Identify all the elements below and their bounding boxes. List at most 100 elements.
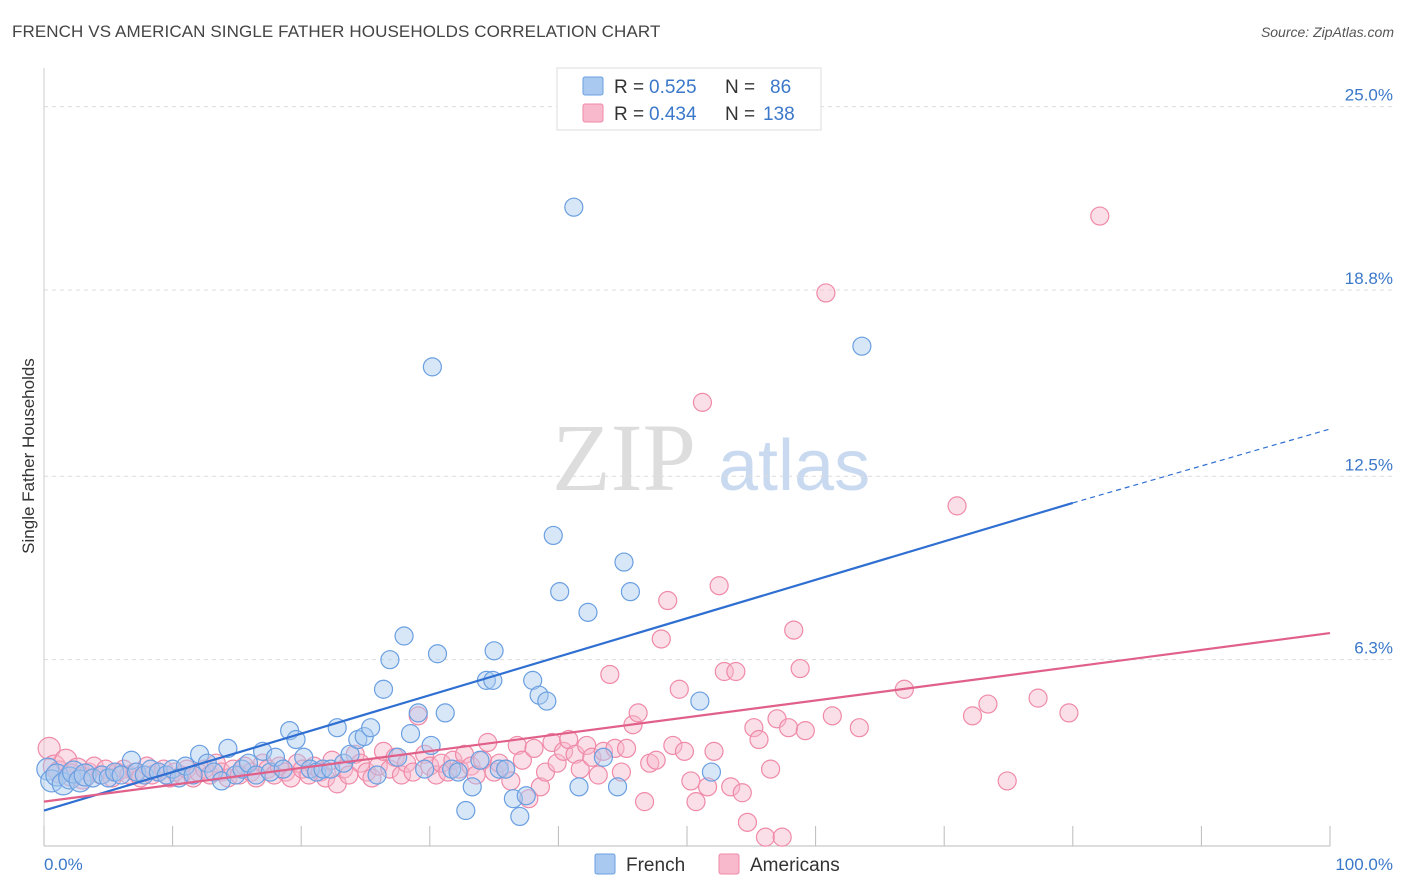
data-point-americans	[530, 777, 550, 797]
data-point-americans	[714, 661, 734, 682]
y-tick-label: 12.5%	[1345, 455, 1393, 474]
data-point-americans	[816, 283, 836, 303]
data-point-americans	[651, 629, 671, 649]
data-point-americans	[755, 827, 776, 847]
data-point-french	[126, 762, 147, 782]
data-point-americans	[37, 736, 61, 761]
data-point-french	[690, 691, 710, 711]
legend-swatch-americans	[718, 853, 740, 875]
legend-label-americans: Americans	[750, 855, 840, 876]
data-point-french	[516, 786, 536, 806]
data-point-americans	[582, 747, 602, 767]
watermark-atlas: atlas	[718, 426, 870, 506]
data-point-french	[286, 729, 306, 750]
data-points	[36, 197, 1110, 847]
data-point-french	[238, 753, 259, 773]
data-point-americans	[997, 771, 1017, 791]
data-point-french	[218, 738, 238, 759]
data-point-french	[456, 800, 476, 821]
data-point-americans	[611, 762, 632, 782]
data-point-americans	[553, 741, 574, 761]
data-point-french	[265, 747, 286, 767]
data-point-french	[537, 691, 557, 711]
data-point-americans	[1090, 206, 1110, 226]
data-point-americans	[646, 750, 666, 770]
data-point-americans	[628, 703, 648, 723]
stats-legend: R = 0.525 N = 86 R = 0.434 N = 138	[556, 67, 822, 131]
data-point-americans	[749, 729, 769, 750]
data-point-americans	[674, 741, 695, 761]
data-point-french	[427, 644, 448, 664]
y-axis-label: Single Father Households	[19, 358, 38, 554]
data-point-french	[607, 777, 628, 797]
trend-extension-french	[1072, 428, 1331, 504]
data-point-americans	[577, 735, 597, 756]
data-point-french	[578, 602, 598, 622]
series-legend: French Americans	[594, 853, 840, 876]
legend-n-value-americans: 138	[763, 104, 795, 125]
data-point-french	[408, 703, 428, 723]
axes	[43, 68, 1331, 847]
chart-title: FRENCH VS AMERICAN SINGLE FATHER HOUSEHO…	[12, 22, 661, 41]
data-point-french	[569, 777, 589, 797]
legend-r-label: R =	[614, 104, 644, 125]
series-french	[36, 197, 872, 827]
data-point-americans	[681, 771, 701, 791]
data-point-americans	[403, 762, 423, 782]
data-point-americans	[709, 576, 729, 596]
legend-n-value-french: 86	[770, 77, 791, 98]
data-point-americans	[778, 718, 799, 738]
data-point-americans	[484, 762, 504, 782]
trend-line-french	[43, 501, 1074, 812]
source-note: Source: ZipAtlas.com	[1260, 24, 1394, 40]
legend-n-label: N =	[725, 77, 755, 98]
data-point-french	[448, 762, 468, 782]
data-point-french	[614, 552, 634, 572]
data-point-french	[510, 806, 530, 827]
data-point-americans	[784, 620, 804, 640]
data-point-french	[211, 771, 232, 791]
legend-swatch-americans	[582, 103, 604, 123]
data-point-americans	[634, 792, 655, 812]
data-point-french	[415, 759, 435, 779]
data-point-french	[394, 626, 414, 646]
data-point-americans	[721, 777, 741, 797]
data-point-americans	[524, 738, 544, 759]
data-point-americans	[962, 706, 983, 726]
data-point-french	[564, 197, 584, 217]
data-point-americans	[600, 664, 620, 685]
data-point-americans	[512, 750, 532, 770]
data-point-french	[543, 525, 563, 546]
data-point-french	[422, 357, 442, 377]
data-point-americans	[692, 392, 713, 412]
watermark-zip: ZIP	[552, 404, 696, 511]
y-tick-labels: 6.3% 12.5% 18.8% 25.0%	[1345, 86, 1393, 658]
data-point-americans	[547, 753, 567, 773]
data-point-french	[470, 750, 490, 770]
data-point-french	[367, 765, 387, 785]
data-point-french	[121, 750, 142, 770]
data-point-french	[373, 679, 394, 699]
legend-r-value-french: 0.525	[649, 77, 697, 98]
data-point-americans	[697, 777, 718, 797]
data-point-americans	[1059, 703, 1079, 723]
data-point-americans	[593, 741, 614, 761]
data-point-french	[340, 744, 360, 764]
data-point-americans	[732, 783, 752, 803]
legend-n-label: N =	[725, 104, 755, 125]
x-tick-labels: 0.0% 100.0%	[44, 855, 1393, 874]
data-point-americans	[726, 661, 746, 682]
data-point-americans	[519, 789, 539, 809]
trend-lines	[43, 428, 1331, 812]
data-point-french	[484, 641, 504, 661]
legend-r-label: R =	[614, 77, 644, 98]
data-point-americans	[978, 694, 998, 714]
legend-swatch-french	[594, 853, 616, 875]
data-point-americans	[588, 765, 608, 785]
data-point-americans	[658, 590, 678, 611]
data-point-french	[852, 336, 872, 356]
x-tick-label: 0.0%	[44, 855, 83, 874]
legend-label-french: French	[626, 855, 685, 876]
watermark: ZIP atlas	[552, 404, 870, 511]
data-point-americans	[663, 735, 683, 756]
